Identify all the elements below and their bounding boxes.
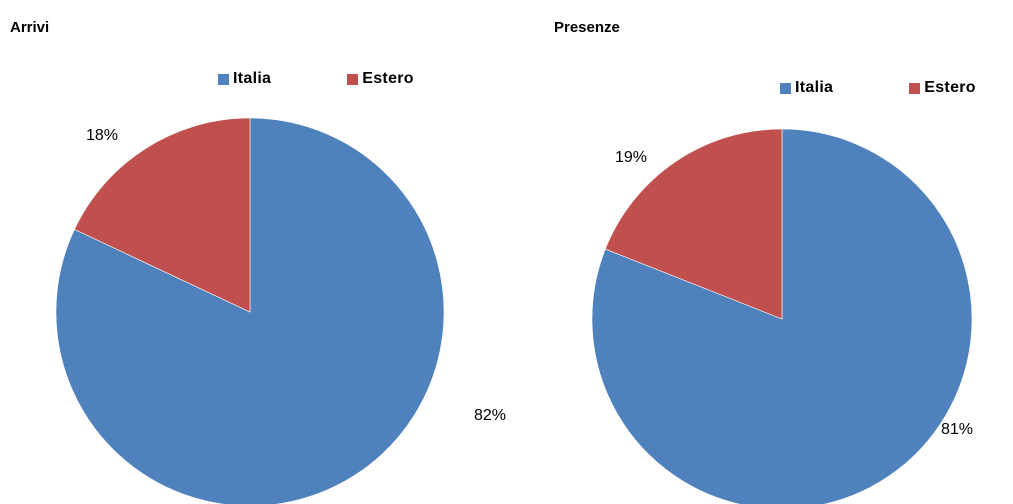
- legend-swatch-estero: [347, 73, 359, 85]
- chart-title: Arrivi: [10, 19, 50, 36]
- chart-title: Presenze: [554, 19, 620, 36]
- pie-slice-italia: [55, 117, 445, 504]
- legend-label-italia: Italia: [233, 70, 272, 87]
- legend-item-estero: Estero: [909, 79, 976, 97]
- pie-slice-estero: [74, 117, 251, 313]
- pie-slice-estero: [604, 128, 783, 320]
- legend-swatch-italia: [780, 82, 791, 94]
- legend: Italia Estero: [218, 70, 414, 88]
- legend-item-italia: Italia: [780, 79, 833, 97]
- chart-arrivi: Arrivi Italia Estero 82% 18%: [10, 19, 506, 504]
- pie-chart: 82% 18%: [55, 117, 506, 504]
- legend-label-italia: Italia: [795, 79, 834, 96]
- data-label-italia: 82%: [474, 407, 506, 424]
- legend-label-estero: Estero: [924, 79, 976, 96]
- legend-item-estero: Estero: [347, 70, 414, 88]
- legend: Italia Estero: [780, 79, 976, 97]
- legend-swatch-italia: [218, 73, 229, 85]
- data-label-estero: 18%: [86, 127, 118, 144]
- chart-presenze: Presenze Italia Estero 81% 19%: [540, 0, 1013, 504]
- legend-swatch-estero: [909, 82, 921, 94]
- data-label-italia: 81%: [941, 421, 973, 438]
- pie-chart: 81% 19%: [591, 128, 973, 504]
- legend-item-italia: Italia: [218, 70, 271, 88]
- legend-label-estero: Estero: [362, 70, 414, 87]
- data-label-estero: 19%: [615, 149, 647, 166]
